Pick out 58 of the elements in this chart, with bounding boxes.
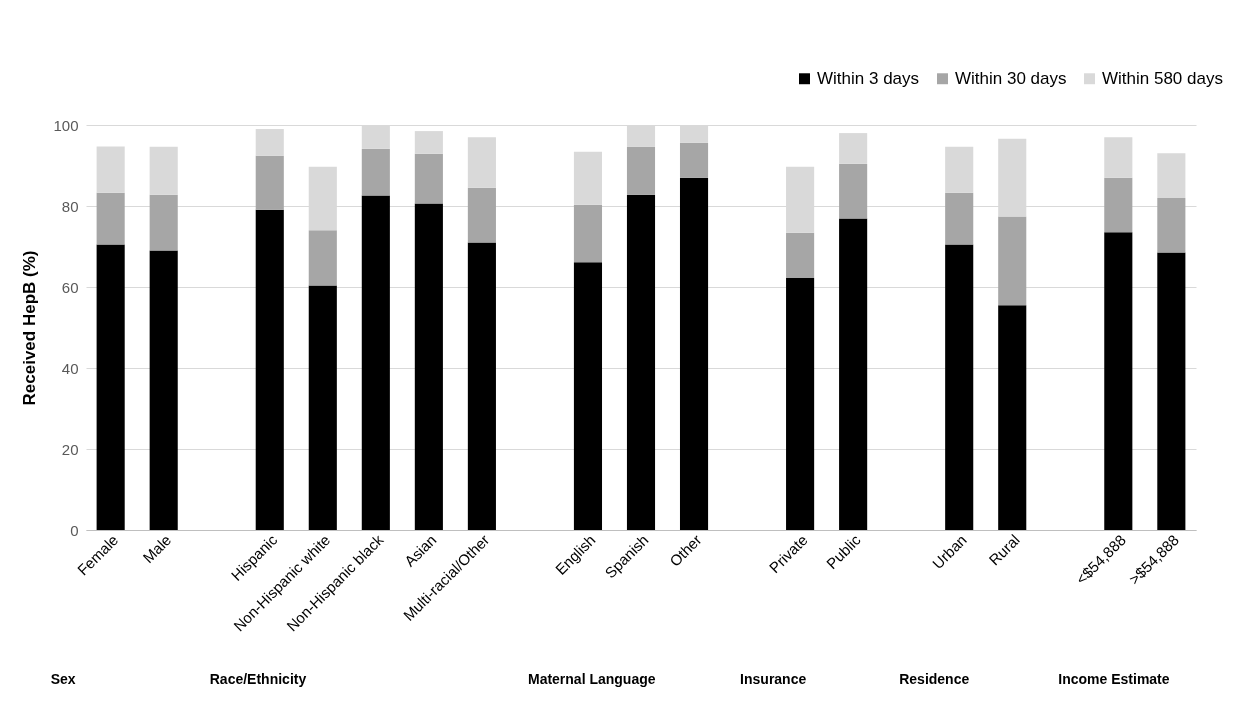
bar <box>679 177 709 530</box>
text: Race/Ethnicity <box>209 671 307 687</box>
y-axis-title: Received HepB (%) <box>20 250 40 406</box>
y-tick-label: 60 <box>61 278 79 296</box>
bar <box>679 142 709 178</box>
bar <box>573 262 603 530</box>
bar <box>361 195 390 530</box>
text: Maternal Language <box>527 671 656 687</box>
bar <box>467 187 496 243</box>
bar <box>255 209 284 530</box>
bar <box>1157 153 1186 198</box>
bar <box>467 242 496 530</box>
text: Insurance <box>740 671 807 687</box>
bar <box>839 218 868 530</box>
bar <box>1157 197 1186 253</box>
bar <box>626 146 656 195</box>
bar <box>308 230 337 286</box>
y-tick-label: 40 <box>61 359 79 377</box>
bar <box>786 278 815 530</box>
bar <box>361 148 390 196</box>
bar <box>945 146 974 193</box>
bar <box>786 232 815 279</box>
text: Income Estimate <box>1058 671 1170 687</box>
y-tick-label: 80 <box>61 197 79 215</box>
text: Residence <box>899 671 970 687</box>
bar <box>1104 177 1133 233</box>
bar <box>414 203 443 530</box>
bar <box>255 155 284 210</box>
bar <box>96 146 125 193</box>
bar <box>96 192 125 245</box>
y-tick-label: 0 <box>70 521 79 539</box>
bar <box>149 250 178 530</box>
bar <box>945 244 974 530</box>
bar <box>839 133 868 164</box>
bar <box>467 137 496 188</box>
bar <box>1104 137 1133 178</box>
bar <box>149 146 178 195</box>
bar <box>149 194 178 251</box>
bar <box>998 216 1027 306</box>
text: Sex <box>50 671 76 687</box>
bar <box>96 244 125 530</box>
y-tick-label: 100 <box>53 116 79 134</box>
bar <box>414 131 443 154</box>
bar <box>626 194 656 530</box>
legend-label: Within 30 days <box>955 68 1067 88</box>
bar <box>1157 252 1186 530</box>
bar <box>308 285 337 530</box>
bar <box>255 129 284 156</box>
bar <box>839 163 868 219</box>
bar <box>573 151 603 205</box>
bar <box>414 153 443 204</box>
legend-label: Within 580 days <box>1102 68 1223 88</box>
bar <box>1104 232 1133 530</box>
bar <box>998 305 1027 530</box>
bar <box>573 204 603 263</box>
bar <box>945 192 974 245</box>
legend-label: Within 3 days <box>817 68 920 88</box>
y-tick-label: 20 <box>61 440 79 458</box>
